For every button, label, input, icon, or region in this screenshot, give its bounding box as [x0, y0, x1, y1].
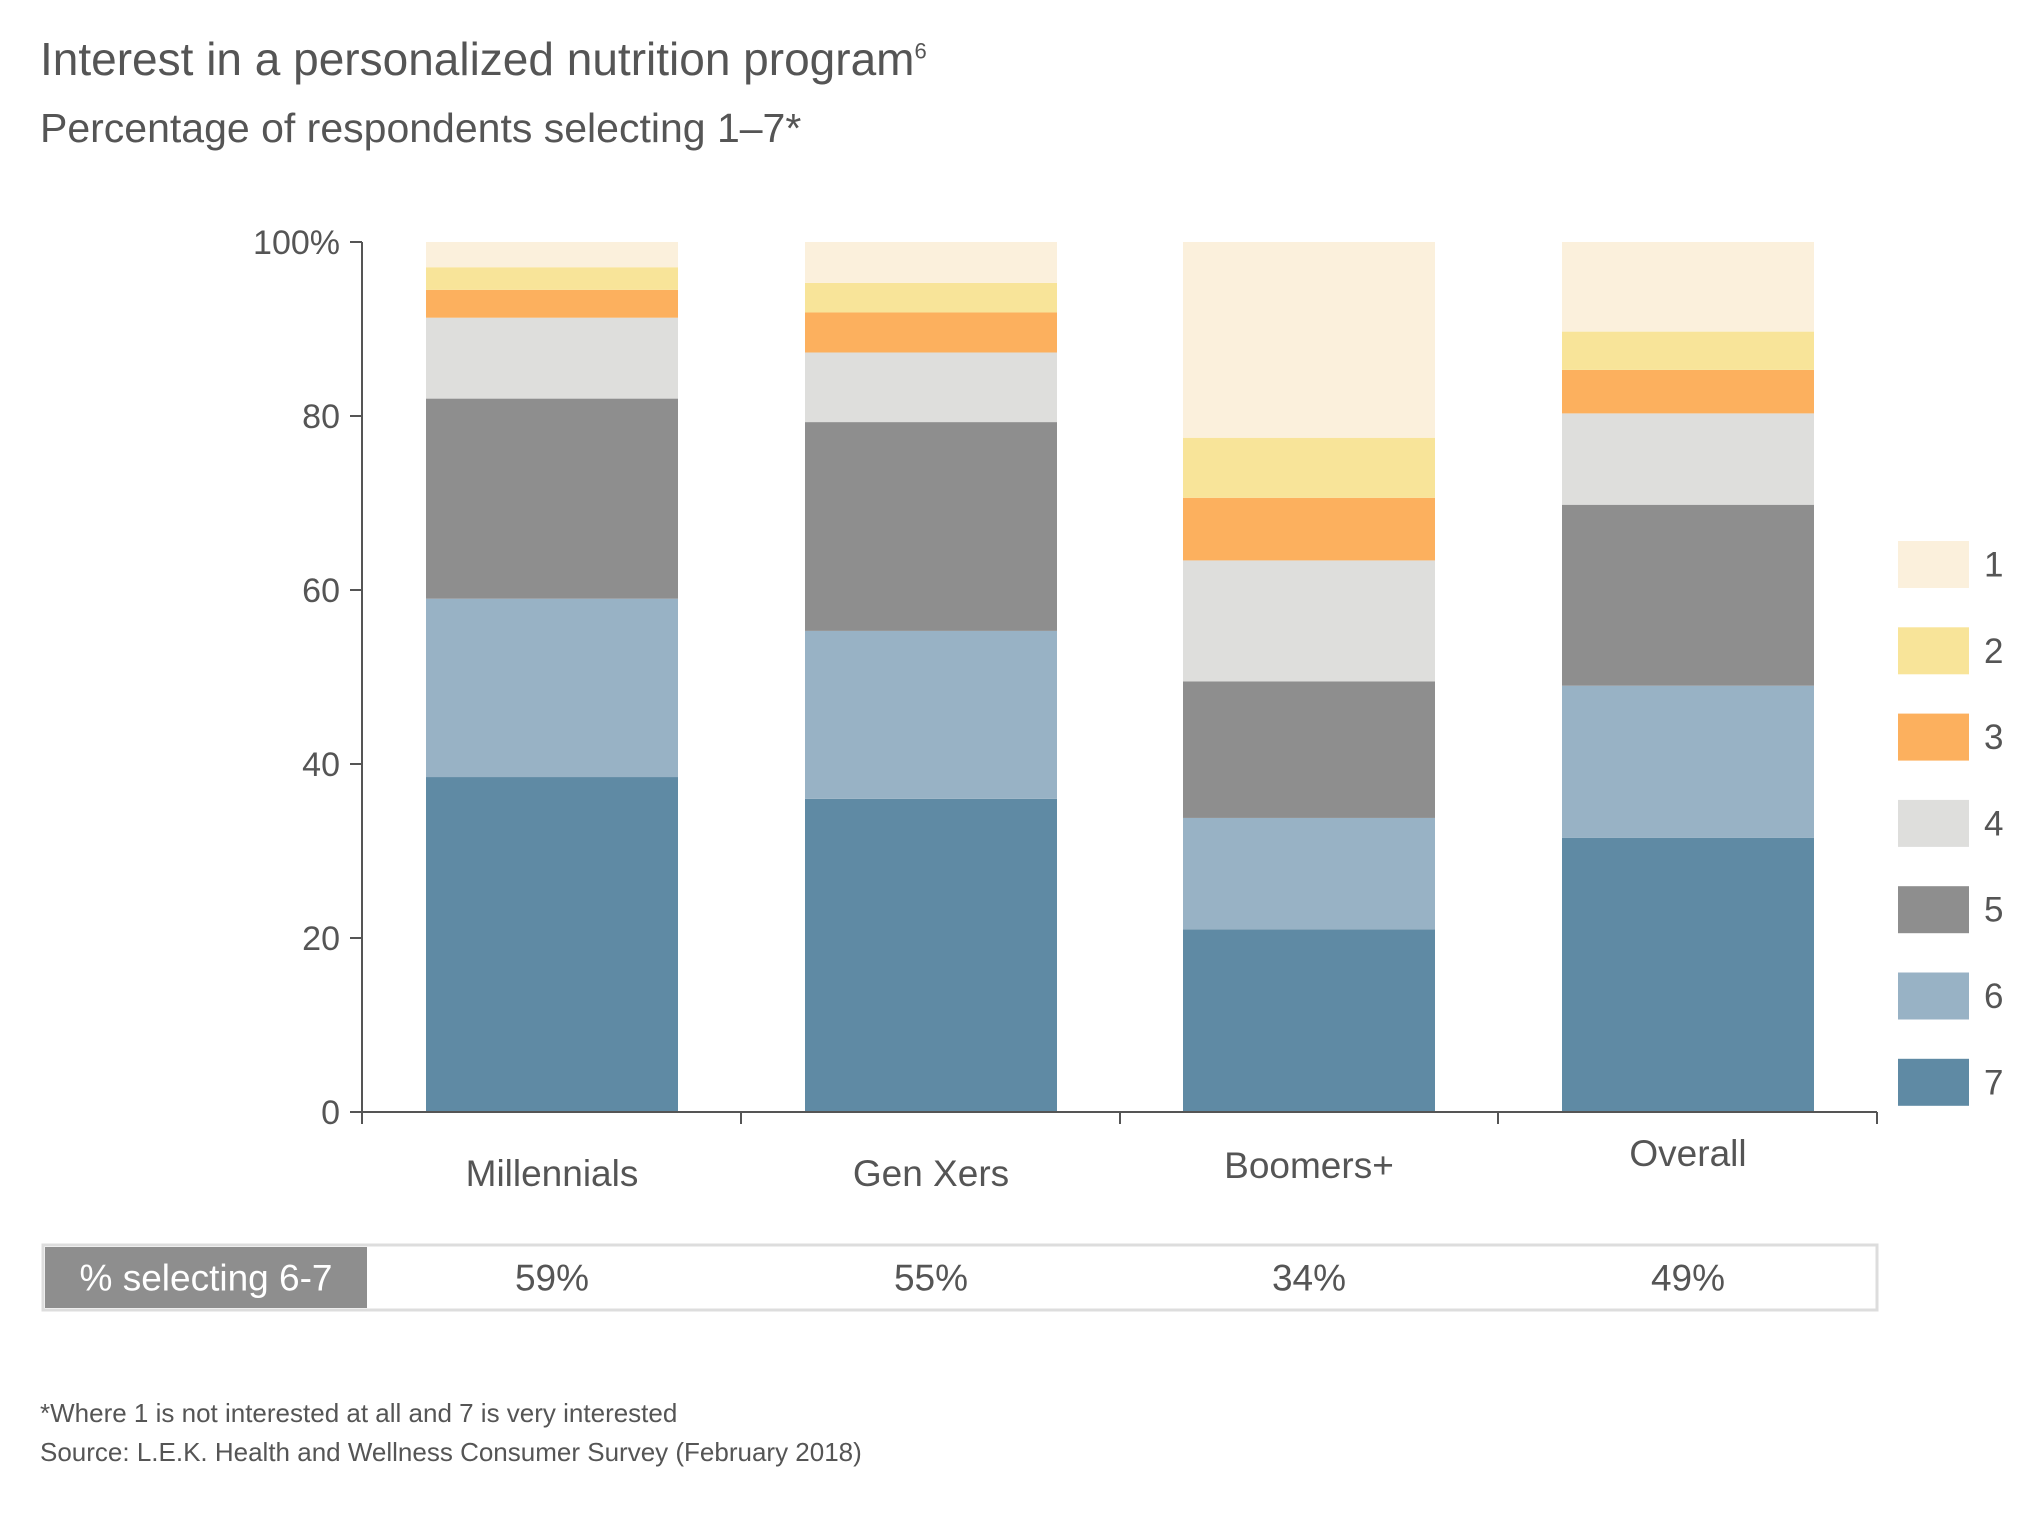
bar-segment-gen-xers-1 [805, 242, 1057, 283]
bars-group [426, 242, 1814, 1112]
y-tick-label: 80 [302, 398, 340, 436]
bar-segment-boomers-6 [1183, 817, 1435, 930]
y-tick-label: 0 [321, 1094, 340, 1132]
legend-swatch-3 [1898, 713, 1969, 761]
summary-row-label: % selecting 6-7 [80, 1258, 333, 1299]
category-label-boomers: Boomers+ [1224, 1145, 1394, 1186]
summary-value-gen-xers: 55% [894, 1258, 968, 1299]
summary-value-boomers: 34% [1272, 1258, 1346, 1299]
summary-row: % selecting 6-7 59% 55% 34% 49% [41, 1243, 1879, 1312]
category-label-millennials: Millennials [466, 1153, 639, 1194]
bar-segment-overall-6 [1562, 685, 1814, 838]
summary-value-overall: 49% [1651, 1258, 1725, 1299]
legend-label-7: 7 [1984, 1063, 2003, 1102]
bar-segment-overall-2 [1562, 331, 1814, 370]
y-tick-label: 40 [302, 746, 340, 784]
summary-row-label-cell [45, 1247, 367, 1308]
bar-segment-millennials-7 [426, 777, 678, 1112]
bar-segment-gen-xers-7 [805, 798, 1057, 1112]
bar-segment-millennials-1 [426, 242, 678, 268]
legend-swatch-1 [1898, 541, 1969, 588]
bar-segment-millennials-4 [426, 317, 678, 399]
legend-label-5: 5 [1984, 891, 2003, 930]
bar-segment-gen-xers-2 [805, 282, 1057, 313]
category-label-gen-xers: Gen Xers [853, 1153, 1009, 1194]
chart-title: Interest in a personalized nutrition pro… [40, 32, 927, 86]
legend: 1 2 3 4 5 6 7 [1898, 541, 2003, 1106]
legend-label-4: 4 [1984, 804, 2003, 843]
bar-segment-millennials-6 [426, 598, 678, 778]
legend-label-2: 2 [1984, 632, 2003, 671]
bar-segment-millennials-3 [426, 289, 678, 318]
source-note: Source: L.E.K. Health and Wellness Consu… [40, 1437, 862, 1467]
y-tick-label: 60 [302, 572, 340, 610]
bar-segment-boomers-2 [1183, 437, 1435, 498]
legend-swatch-6 [1898, 972, 1969, 1020]
bar-segment-boomers-3 [1183, 497, 1435, 561]
legend-swatch-7 [1898, 1058, 1969, 1106]
footnote: *Where 1 is not interested at all and 7 … [40, 1398, 678, 1428]
bar-segment-boomers-5 [1183, 681, 1435, 818]
bar-segment-overall-4 [1562, 413, 1814, 505]
bar-segment-boomers-1 [1183, 242, 1435, 438]
y-tick-label: 100% [253, 224, 340, 262]
chart-subtitle: Percentage of respondents selecting 1–7* [40, 105, 802, 151]
bar-segment-gen-xers-4 [805, 352, 1057, 423]
legend-label-1: 1 [1984, 546, 2003, 585]
bar-segment-boomers-7 [1183, 929, 1435, 1112]
summary-value-millennials: 59% [515, 1258, 589, 1299]
legend-label-6: 6 [1984, 977, 2003, 1016]
bar-segment-boomers-4 [1183, 560, 1435, 682]
legend-label-3: 3 [1984, 718, 2003, 757]
bar-segment-millennials-2 [426, 267, 678, 290]
y-tick-label: 20 [302, 920, 340, 958]
legend-swatch-4 [1898, 799, 1969, 847]
category-label-overall: Overall [1629, 1133, 1746, 1174]
bar-segment-gen-xers-5 [805, 422, 1057, 631]
bar-segment-gen-xers-3 [805, 312, 1057, 353]
legend-swatch-5 [1898, 886, 1969, 934]
axes-group: 0 20 40 60 80 100% Millennials Gen Xers Boomers+… [253, 224, 1878, 1194]
bar-segment-overall-7 [1562, 837, 1814, 1112]
legend-swatch-2 [1898, 627, 1969, 675]
bar-segment-gen-xers-6 [805, 630, 1057, 799]
bar-segment-overall-5 [1562, 504, 1814, 686]
chart-title-text: Interest in a personalized nutrition pro… [40, 33, 915, 85]
title-footnote-marker: 6 [914, 38, 927, 64]
bar-segment-millennials-5 [426, 398, 678, 599]
bar-segment-overall-1 [1562, 242, 1814, 332]
bar-segment-overall-3 [1562, 369, 1814, 414]
